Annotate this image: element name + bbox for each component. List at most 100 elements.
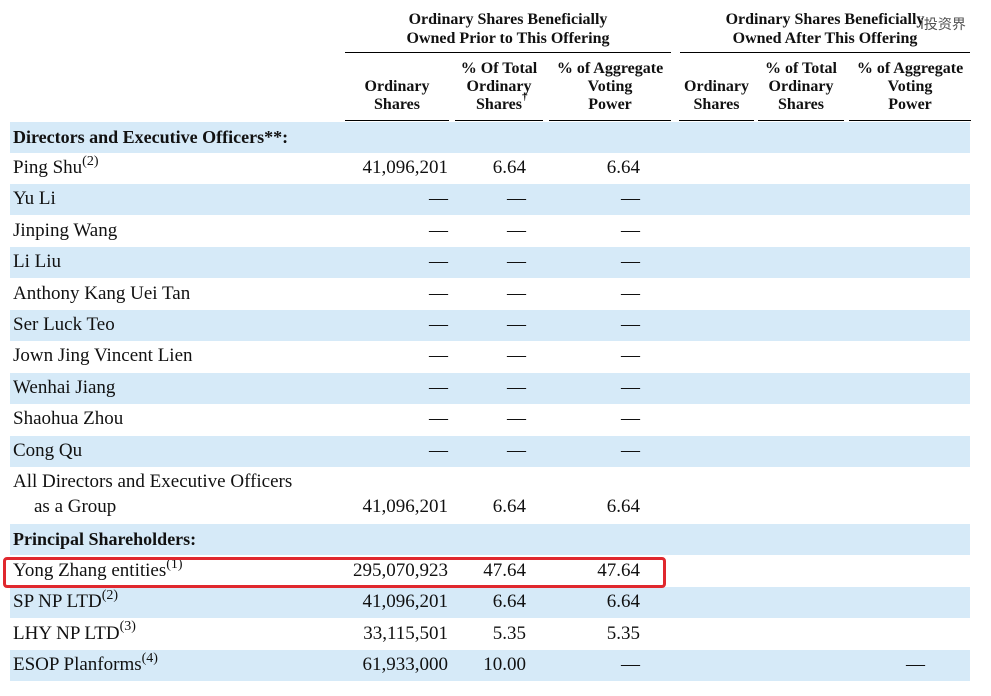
table-row: Wenhai Jiang — — —	[10, 372, 970, 404]
table-row: Yu Li — — —	[10, 184, 970, 216]
row-name: Ping Shu(2)	[13, 154, 99, 179]
row-name: Jinping Wang	[13, 220, 117, 242]
header-col-rule	[345, 120, 449, 121]
row-name-text: Li Liu	[13, 251, 62, 273]
row-name: Ser Luck Teo	[13, 314, 115, 336]
group-row-name-line2: as a Group	[34, 496, 117, 517]
table-row: Ser Luck Teo — — —	[10, 310, 970, 341]
row-shares: —	[429, 188, 448, 210]
header-group-prior-line1: Ordinary Shares Beneficially	[408, 11, 608, 28]
row-footnote: (1)	[166, 556, 183, 572]
section-row-principal: Principal Shareholders:	[10, 524, 970, 555]
row-pct-voting: —	[621, 188, 640, 210]
header-group-prior-rule	[345, 52, 671, 53]
row-name: Jown Jing Vincent Lien	[13, 345, 193, 367]
table-row-group: All Directors and Executive Officers as …	[10, 467, 970, 523]
table-row: ESOP Planforms(4) 61,933,000 10.00 — —	[10, 649, 970, 681]
group-row-name-line1: All Directors and Executive Officers	[13, 471, 293, 492]
row-pct-total: —	[507, 376, 526, 398]
row-pct-voting: —	[621, 345, 640, 367]
row-name-text: Yu Li	[13, 188, 56, 210]
table-row: Anthony Kang Uei Tan — — —	[10, 279, 970, 310]
row-pct-total: —	[507, 282, 526, 304]
row-name-text: LHY NP LTD	[13, 622, 120, 644]
row-name: Anthony Kang Uei Tan	[13, 283, 190, 305]
header-group-prior: Ordinary Shares Beneficially Owned Prior…	[345, 10, 671, 48]
header-group-prior-line2: Owned Prior to This Offering	[406, 30, 610, 47]
row-name: Yong Zhang entities(1)	[13, 556, 183, 582]
row-pct-voting: —	[621, 653, 640, 675]
table-row: Shaohua Zhou — — —	[10, 404, 970, 435]
row-pct-total: 5.35	[492, 622, 526, 644]
row-shares: —	[429, 376, 448, 398]
header-group-after-line2: Owned After This Offering	[732, 30, 918, 47]
header-col-rule	[455, 120, 543, 121]
highlight-box	[3, 557, 666, 588]
group-row-pct-total: 6.64	[492, 496, 526, 517]
row-name-text: Jinping Wang	[13, 219, 118, 241]
row-shares: —	[429, 282, 448, 304]
row-name-text: Wenhai Jiang	[13, 376, 116, 398]
row-footnote: (3)	[119, 619, 136, 635]
header-col-rule	[549, 120, 671, 121]
row-shares: 41,096,201	[362, 157, 449, 178]
row-name: Yu Li	[13, 188, 56, 210]
row-name: SP NP LTD(2)	[13, 587, 119, 613]
section-row-directors: Directors and Executive Officers**:	[10, 122, 970, 153]
row-pct-total: —	[507, 439, 526, 461]
row-pct-voting: —	[621, 314, 640, 335]
row-name-text: Jown Jing Vincent Lien	[13, 345, 193, 367]
row-pct-total: —	[507, 345, 526, 367]
row-pct-total: —	[507, 188, 526, 210]
row-name-text: Ping Shu	[13, 157, 83, 178]
section-label-principal: Principal Shareholders:	[13, 529, 197, 549]
row-name-text: SP NP LTD	[13, 591, 102, 613]
header-group-after: Ordinary Shares Beneficially Owned After…	[680, 10, 970, 48]
header-col-pct-total-prior: % Of Total Ordinary Shares	[460, 60, 538, 113]
watermark-text: i投资界	[920, 17, 966, 33]
row-name: Wenhai Jiang	[13, 377, 115, 399]
header-col-pct-total-after: % of Total Ordinary Shares	[764, 60, 837, 113]
row-name-text: Yong Zhang entities	[13, 560, 167, 581]
row-pct-total: —	[507, 219, 526, 241]
header-group-after-line1: Ordinary Shares Beneficially	[725, 11, 925, 28]
table-row: Li Liu — — —	[10, 247, 970, 279]
dagger-footnote: †	[522, 91, 528, 103]
row-pct-voting: —	[621, 282, 640, 304]
row-name: LHY NP LTD(3)	[13, 620, 136, 645]
table-row: Ping Shu(2) 41,096,201 6.64 6.64	[10, 153, 970, 184]
section-label-directors: Directors and Executive Officers**:	[13, 127, 289, 147]
header-col-pct-voting-after: % of Aggregate Voting Power	[856, 60, 964, 113]
row-name-text: ESOP Planforms	[13, 653, 142, 675]
row-name: Cong Qu	[13, 440, 82, 462]
table-row: Jinping Wang — — —	[10, 216, 970, 247]
table-row: SP NP LTD(2) 41,096,201 6.64 6.64	[10, 587, 970, 619]
header-col-shares-prior: Ordinary Shares	[364, 78, 430, 113]
row-pct-total: —	[507, 314, 526, 335]
row-shares: —	[429, 314, 448, 335]
row-footnote: (2)	[101, 587, 119, 603]
header-col-pct-voting-prior: % of Aggregate Voting Power	[556, 60, 664, 113]
header-group-after-rule	[680, 52, 970, 53]
row-pct-voting: —	[621, 439, 640, 461]
table-row: Cong Qu — — —	[10, 435, 970, 467]
table-row: LHY NP LTD(3) 33,115,501 5.35 5.35	[10, 619, 970, 650]
row-pct-voting: 47.64	[597, 560, 640, 581]
header-col-rule	[679, 120, 754, 121]
row-shares: 41,096,201	[362, 591, 449, 613]
row-shares: —	[429, 439, 448, 461]
row-pct-total: 10.00	[483, 653, 526, 675]
table-row: Yong Zhang entities(1) 295,070,923 47.64 47…	[10, 556, 970, 587]
row-shares: —	[429, 408, 448, 430]
row-pct-voting: —	[621, 408, 640, 430]
row-name: ESOP Planforms(4)	[13, 651, 158, 676]
row-pct-total: —	[507, 408, 526, 430]
table-row: Jown Jing Vincent Lien — — —	[10, 341, 970, 372]
row-shares: 33,115,501	[363, 622, 448, 644]
row-shares: —	[429, 219, 448, 241]
row-pct-total: 47.64	[483, 560, 526, 581]
row-shares: 295,070,923	[353, 560, 448, 581]
row-after-voting: —	[906, 653, 925, 675]
row-shares: —	[429, 345, 448, 367]
header-col-shares-after: Ordinary Shares	[684, 78, 749, 113]
